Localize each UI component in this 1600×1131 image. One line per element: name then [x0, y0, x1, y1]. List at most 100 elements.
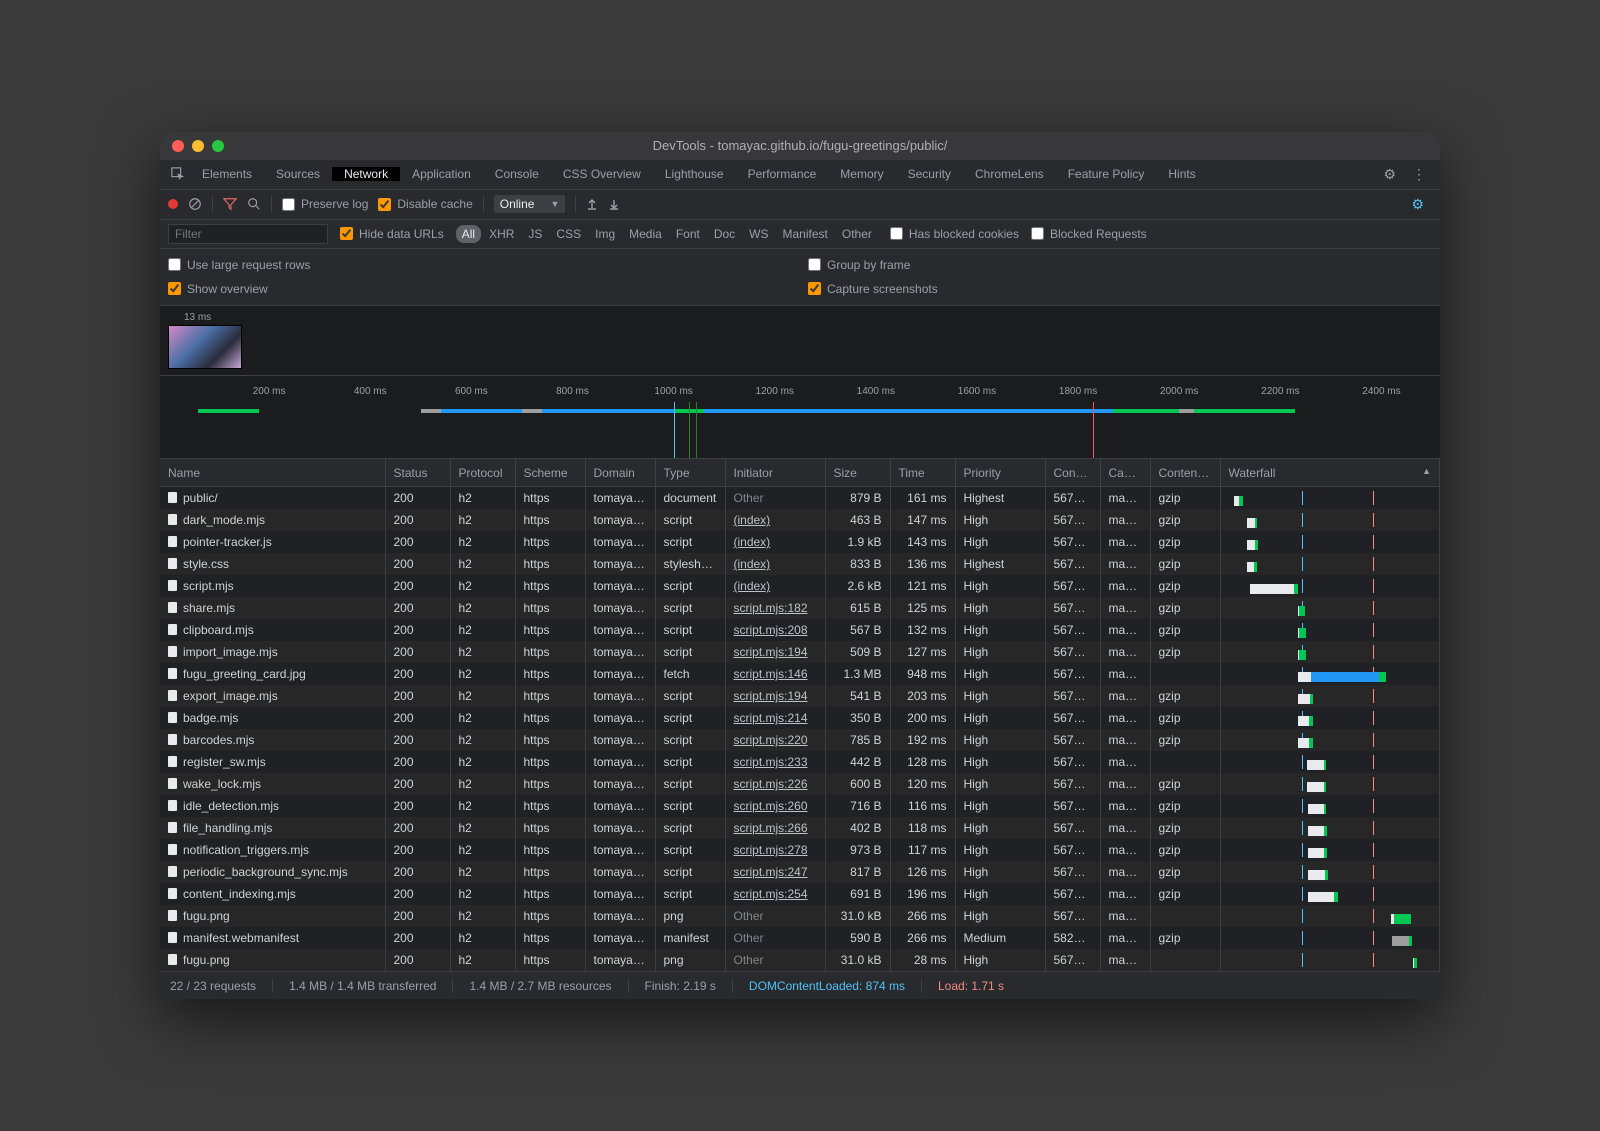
initiator-link[interactable]: script.mjs:182 — [734, 601, 808, 615]
type-filter-img[interactable]: Img — [589, 225, 621, 243]
type-filter-ws[interactable]: WS — [743, 225, 774, 243]
group-by-frame-checkbox[interactable]: Group by frame — [808, 258, 910, 272]
column-header-domain[interactable]: Domain — [585, 459, 655, 487]
table-row[interactable]: share.mjs200h2httpstomayac…scriptscript.… — [160, 597, 1440, 619]
column-header-conne-[interactable]: Conne… — [1045, 459, 1100, 487]
screenshot-thumbnail[interactable] — [168, 325, 242, 369]
record-button[interactable] — [168, 199, 178, 209]
initiator-link[interactable]: script.mjs:146 — [734, 667, 808, 681]
table-row[interactable]: manifest.webmanifest200h2httpstomayac…ma… — [160, 927, 1440, 949]
overview-timeline[interactable]: 200 ms400 ms600 ms800 ms1000 ms1200 ms14… — [160, 376, 1440, 459]
type-filter-media[interactable]: Media — [623, 225, 668, 243]
table-row[interactable]: import_image.mjs200h2httpstomayac…script… — [160, 641, 1440, 663]
tab-elements[interactable]: Elements — [190, 167, 264, 181]
initiator-link[interactable]: (index) — [734, 557, 771, 571]
column-header-protocol[interactable]: Protocol — [450, 459, 515, 487]
tab-chromelens[interactable]: ChromeLens — [963, 167, 1056, 181]
search-icon[interactable] — [247, 197, 261, 211]
type-filter-css[interactable]: CSS — [550, 225, 587, 243]
initiator-link[interactable]: script.mjs:194 — [734, 689, 808, 703]
table-row[interactable]: register_sw.mjs200h2httpstomayac…scripts… — [160, 751, 1440, 773]
tab-network[interactable]: Network — [332, 167, 400, 181]
more-options-icon[interactable]: ⋮ — [1404, 166, 1434, 183]
large-rows-checkbox[interactable]: Use large request rows — [168, 258, 310, 272]
column-header-status[interactable]: Status — [385, 459, 450, 487]
type-filter-xhr[interactable]: XHR — [483, 225, 520, 243]
show-overview-checkbox[interactable]: Show overview — [168, 282, 268, 296]
table-row[interactable]: content_indexing.mjs200h2httpstomayac…sc… — [160, 883, 1440, 905]
column-header-content-[interactable]: Content-… — [1150, 459, 1220, 487]
table-row[interactable]: periodic_background_sync.mjs200h2httpsto… — [160, 861, 1440, 883]
column-header-initiator[interactable]: Initiator — [725, 459, 825, 487]
column-header-size[interactable]: Size — [825, 459, 890, 487]
table-row[interactable]: clipboard.mjs200h2httpstomayac…scriptscr… — [160, 619, 1440, 641]
type-filter-manifest[interactable]: Manifest — [777, 225, 834, 243]
filter-funnel-icon[interactable] — [223, 197, 237, 211]
table-row[interactable]: style.css200h2httpstomayac…stylesheet(in… — [160, 553, 1440, 575]
column-header-name[interactable]: Name — [160, 459, 385, 487]
type-filter-all[interactable]: All — [456, 225, 481, 243]
initiator-link[interactable]: script.mjs:220 — [734, 733, 808, 747]
initiator-link[interactable]: script.mjs:233 — [734, 755, 808, 769]
blocked-requests-checkbox[interactable]: Blocked Requests — [1031, 227, 1147, 241]
close-window-button[interactable] — [172, 140, 184, 152]
table-row[interactable]: badge.mjs200h2httpstomayac…scriptscript.… — [160, 707, 1440, 729]
column-header-priority[interactable]: Priority — [955, 459, 1045, 487]
table-row[interactable]: script.mjs200h2httpstomayac…script(index… — [160, 575, 1440, 597]
table-row[interactable]: fugu.png200h2httpstomayac…pngOther31.0 k… — [160, 949, 1440, 971]
initiator-link[interactable]: script.mjs:226 — [734, 777, 808, 791]
table-row[interactable]: pointer-tracker.js200h2httpstomayac…scri… — [160, 531, 1440, 553]
initiator-link[interactable]: (index) — [734, 513, 771, 527]
initiator-link[interactable]: script.mjs:194 — [734, 645, 808, 659]
column-header-type[interactable]: Type — [655, 459, 725, 487]
table-row[interactable]: file_handling.mjs200h2httpstomayac…scrip… — [160, 817, 1440, 839]
column-header-waterfall[interactable]: Waterfall▲ — [1220, 459, 1440, 487]
clear-button[interactable] — [188, 197, 202, 211]
filter-input[interactable] — [168, 224, 328, 244]
minimize-window-button[interactable] — [192, 140, 204, 152]
tab-hints[interactable]: Hints — [1156, 167, 1207, 181]
table-row[interactable]: fugu.png200h2httpstomayac…pngOther31.0 k… — [160, 905, 1440, 927]
tab-memory[interactable]: Memory — [828, 167, 895, 181]
has-blocked-cookies-checkbox[interactable]: Has blocked cookies — [890, 227, 1019, 241]
tab-feature-policy[interactable]: Feature Policy — [1056, 167, 1157, 181]
column-header-cach-[interactable]: Cach… — [1100, 459, 1150, 487]
initiator-link[interactable]: script.mjs:266 — [734, 821, 808, 835]
hide-data-urls-checkbox[interactable]: Hide data URLs — [340, 227, 444, 241]
tab-console[interactable]: Console — [483, 167, 551, 181]
initiator-link[interactable]: script.mjs:278 — [734, 843, 808, 857]
settings-gear-icon[interactable]: ⚙ — [1375, 166, 1404, 183]
initiator-link[interactable]: script.mjs:247 — [734, 865, 808, 879]
download-har-icon[interactable] — [608, 198, 620, 210]
inspect-element-icon[interactable] — [166, 162, 190, 186]
table-row[interactable]: fugu_greeting_card.jpg200h2httpstomayac…… — [160, 663, 1440, 685]
capture-screenshots-checkbox[interactable]: Capture screenshots — [808, 282, 938, 296]
initiator-link[interactable]: (index) — [734, 535, 771, 549]
tab-css-overview[interactable]: CSS Overview — [551, 167, 653, 181]
tab-sources[interactable]: Sources — [264, 167, 332, 181]
initiator-link[interactable]: script.mjs:254 — [734, 887, 808, 901]
maximize-window-button[interactable] — [212, 140, 224, 152]
initiator-link[interactable]: (index) — [734, 579, 771, 593]
table-row[interactable]: notification_triggers.mjs200h2httpstomay… — [160, 839, 1440, 861]
table-row[interactable]: dark_mode.mjs200h2httpstomayac…script(in… — [160, 509, 1440, 531]
type-filter-js[interactable]: JS — [522, 225, 548, 243]
initiator-link[interactable]: script.mjs:260 — [734, 799, 808, 813]
type-filter-font[interactable]: Font — [670, 225, 706, 243]
table-row[interactable]: barcodes.mjs200h2httpstomayac…scriptscri… — [160, 729, 1440, 751]
type-filter-other[interactable]: Other — [836, 225, 878, 243]
upload-har-icon[interactable] — [586, 198, 598, 210]
initiator-link[interactable]: script.mjs:208 — [734, 623, 808, 637]
disable-cache-checkbox[interactable]: Disable cache — [378, 197, 472, 211]
tab-lighthouse[interactable]: Lighthouse — [653, 167, 736, 181]
preserve-log-checkbox[interactable]: Preserve log — [282, 197, 368, 211]
tab-application[interactable]: Application — [400, 167, 483, 181]
type-filter-doc[interactable]: Doc — [708, 225, 741, 243]
table-row[interactable]: wake_lock.mjs200h2httpstomayac…scriptscr… — [160, 773, 1440, 795]
tab-performance[interactable]: Performance — [736, 167, 829, 181]
table-row[interactable]: idle_detection.mjs200h2httpstomayac…scri… — [160, 795, 1440, 817]
table-row[interactable]: public/200h2httpstomayac…documentOther87… — [160, 487, 1440, 510]
table-row[interactable]: export_image.mjs200h2httpstomayac…script… — [160, 685, 1440, 707]
column-header-scheme[interactable]: Scheme — [515, 459, 585, 487]
column-header-time[interactable]: Time — [890, 459, 955, 487]
